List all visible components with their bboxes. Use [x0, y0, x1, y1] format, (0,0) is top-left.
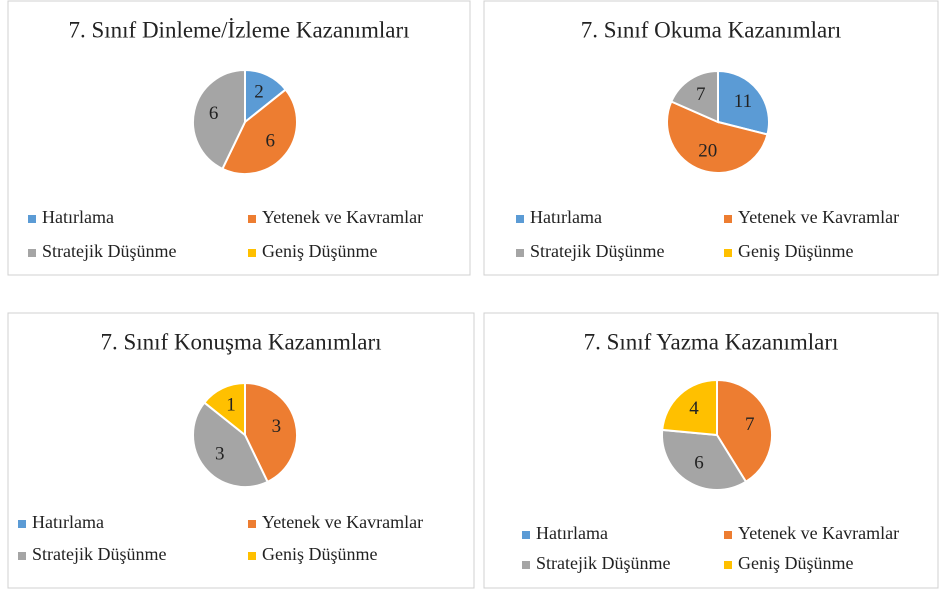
data-label: 7 [696, 84, 706, 105]
chart-title: 7. Sınıf Dinleme/İzleme Kazanımları [68, 17, 409, 42]
legend-swatch [516, 215, 524, 223]
pie-slice [192, 401, 269, 488]
legend-label: Hatırlama [530, 207, 602, 227]
legend-swatch [28, 249, 36, 257]
legend-swatch [724, 531, 732, 539]
legend-swatch [248, 520, 256, 528]
legend-label: Stratejik Düşünme [536, 553, 670, 573]
data-label: 3 [215, 443, 225, 464]
legend-label: Geniş Düşünme [738, 553, 854, 573]
chart-title: 7. Sınıf Konuşma Kazanımları [100, 329, 381, 354]
data-label: 7 [745, 414, 755, 435]
legend-swatch [248, 249, 256, 257]
data-label: 6 [694, 452, 704, 473]
chart-title: 7. Sınıf Okuma Kazanımları [581, 17, 842, 42]
pie-slice [661, 378, 718, 437]
legend-label: Hatırlama [42, 207, 114, 227]
legend-swatch [724, 249, 732, 257]
legend-swatch [28, 215, 36, 223]
legend-label: Hatırlama [536, 523, 608, 543]
data-label: 1 [226, 394, 236, 415]
legend-label: Hatırlama [32, 512, 104, 532]
legend-swatch [724, 215, 732, 223]
legend-swatch [248, 552, 256, 560]
legend-label: Yetenek ve Kavramlar [262, 512, 423, 532]
pie-slice [202, 381, 246, 438]
legend-swatch [724, 561, 732, 569]
data-label: 20 [698, 140, 717, 161]
data-label: 6 [209, 103, 219, 124]
data-label: 4 [689, 398, 699, 419]
data-label: 2 [254, 81, 264, 102]
legend-label: Stratejik Düşünme [530, 241, 664, 261]
pie-slice [221, 88, 298, 175]
legend-swatch [522, 531, 530, 539]
data-label: 3 [272, 416, 282, 437]
chart-title: 7. Sınıf Yazma Kazanımları [584, 329, 839, 354]
pie-slice [661, 428, 748, 491]
legend-swatch [248, 215, 256, 223]
legend-label: Yetenek ve Kavramlar [262, 207, 423, 227]
legend-label: Stratejik Düşünme [42, 241, 176, 261]
pie-slice [669, 69, 719, 124]
legend-label: Stratejik Düşünme [32, 544, 166, 564]
pie-slice [666, 100, 769, 174]
pie-slice [717, 69, 770, 136]
data-label: 11 [734, 91, 752, 112]
legend-label: Geniş Düşünme [738, 241, 854, 261]
legend-label: Yetenek ve Kavramlar [738, 207, 899, 227]
legend-label: Yetenek ve Kavramlar [738, 523, 899, 543]
data-label: 6 [265, 130, 275, 151]
legend-label: Geniş Düşünme [262, 544, 378, 564]
legend-swatch [516, 249, 524, 257]
legend-swatch [522, 561, 530, 569]
pie-slice [192, 68, 246, 171]
legend-label: Geniş Düşünme [262, 241, 378, 261]
legend-swatch [18, 520, 26, 528]
pie-slice [244, 381, 298, 484]
legend-swatch [18, 552, 26, 560]
